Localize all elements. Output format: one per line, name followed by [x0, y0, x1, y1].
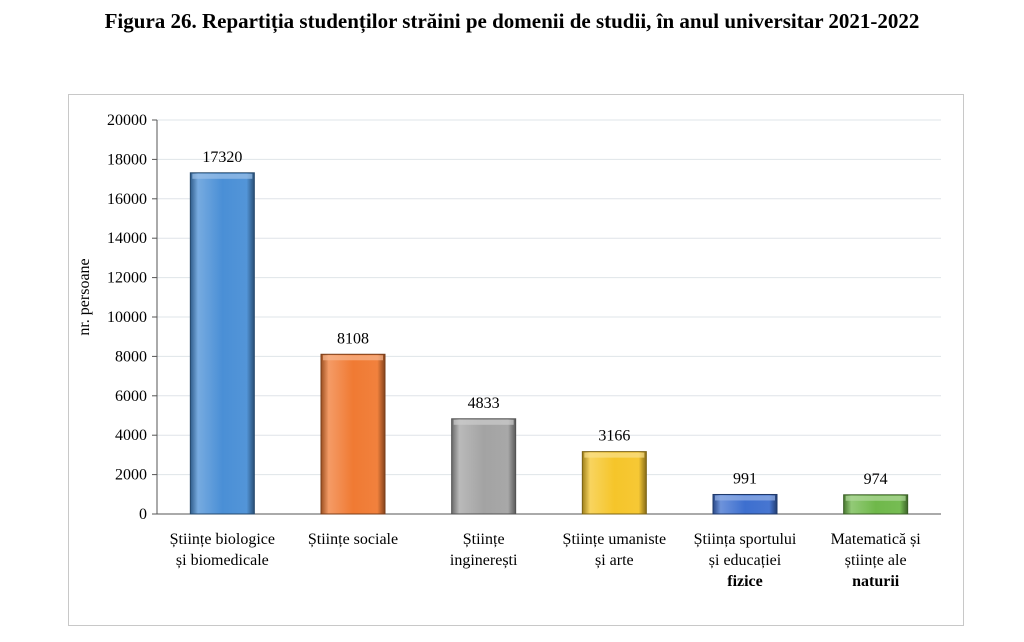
y-tick-label: 14000: [107, 230, 147, 247]
gridlines: [157, 119, 941, 476]
x-category-label: și biomedicale: [176, 552, 269, 569]
data-label: 974: [864, 471, 888, 488]
bar-top-highlight: [584, 452, 645, 458]
y-tick-label: 0: [139, 506, 147, 523]
x-category-label: Științe biologice: [170, 531, 275, 548]
x-category-label: naturii: [852, 573, 900, 590]
figure-title: Figura 26. Repartiția studenților străin…: [104, 9, 920, 33]
bar-chart: 0 2000 4000 6000 8000 10000 12000 14000 16000 180…: [76, 112, 941, 590]
bar-top-highlight: [192, 173, 253, 179]
y-tick-label: 18000: [107, 151, 147, 168]
x-category-label: și educației: [709, 552, 782, 569]
x-category-label: și arte: [595, 552, 634, 569]
labels: 0 2000 4000 6000 8000 10000 12000 14000 16000 180…: [76, 112, 921, 590]
y-axis-title: nr. persoane: [76, 258, 93, 335]
data-label: 991: [733, 470, 757, 487]
y-tick-label: 6000: [115, 388, 147, 405]
x-category-label: științe ale: [845, 552, 907, 569]
bar: [320, 353, 386, 515]
x-category-label: Științe umaniste: [563, 531, 667, 548]
chart-frame: 0 2000 4000 6000 8000 10000 12000 14000 16000 180…: [68, 94, 964, 626]
data-label: 3166: [598, 428, 630, 445]
x-category-label: inginerești: [450, 552, 518, 569]
bar-top-highlight: [453, 419, 514, 425]
bar: [581, 451, 647, 515]
y-tick-label: 4000: [115, 427, 147, 444]
x-category-label: Științe sociale: [308, 531, 398, 548]
axes: [152, 119, 941, 515]
x-category-label: Știința sportului: [694, 531, 797, 548]
data-label: 4833: [468, 395, 500, 412]
bar-top-highlight: [715, 495, 775, 501]
y-tick-label: 20000: [107, 112, 147, 129]
y-tick-label: 10000: [107, 309, 147, 326]
x-category-label: fizice: [727, 573, 763, 590]
y-tick-label: 8000: [115, 348, 147, 365]
y-tick-label: 12000: [107, 270, 147, 287]
bar: [451, 418, 517, 515]
y-tick-label: 2000: [115, 467, 147, 484]
bar-top-highlight: [845, 495, 906, 501]
x-category-label: Matematică și: [831, 531, 922, 548]
bars: [189, 172, 909, 515]
data-label: 8108: [337, 330, 369, 347]
data-label: 17320: [202, 149, 242, 166]
bar-top-highlight: [323, 355, 383, 361]
x-category-label: Științe: [463, 531, 505, 548]
y-tick-label: 16000: [107, 191, 147, 208]
bar: [189, 172, 255, 515]
